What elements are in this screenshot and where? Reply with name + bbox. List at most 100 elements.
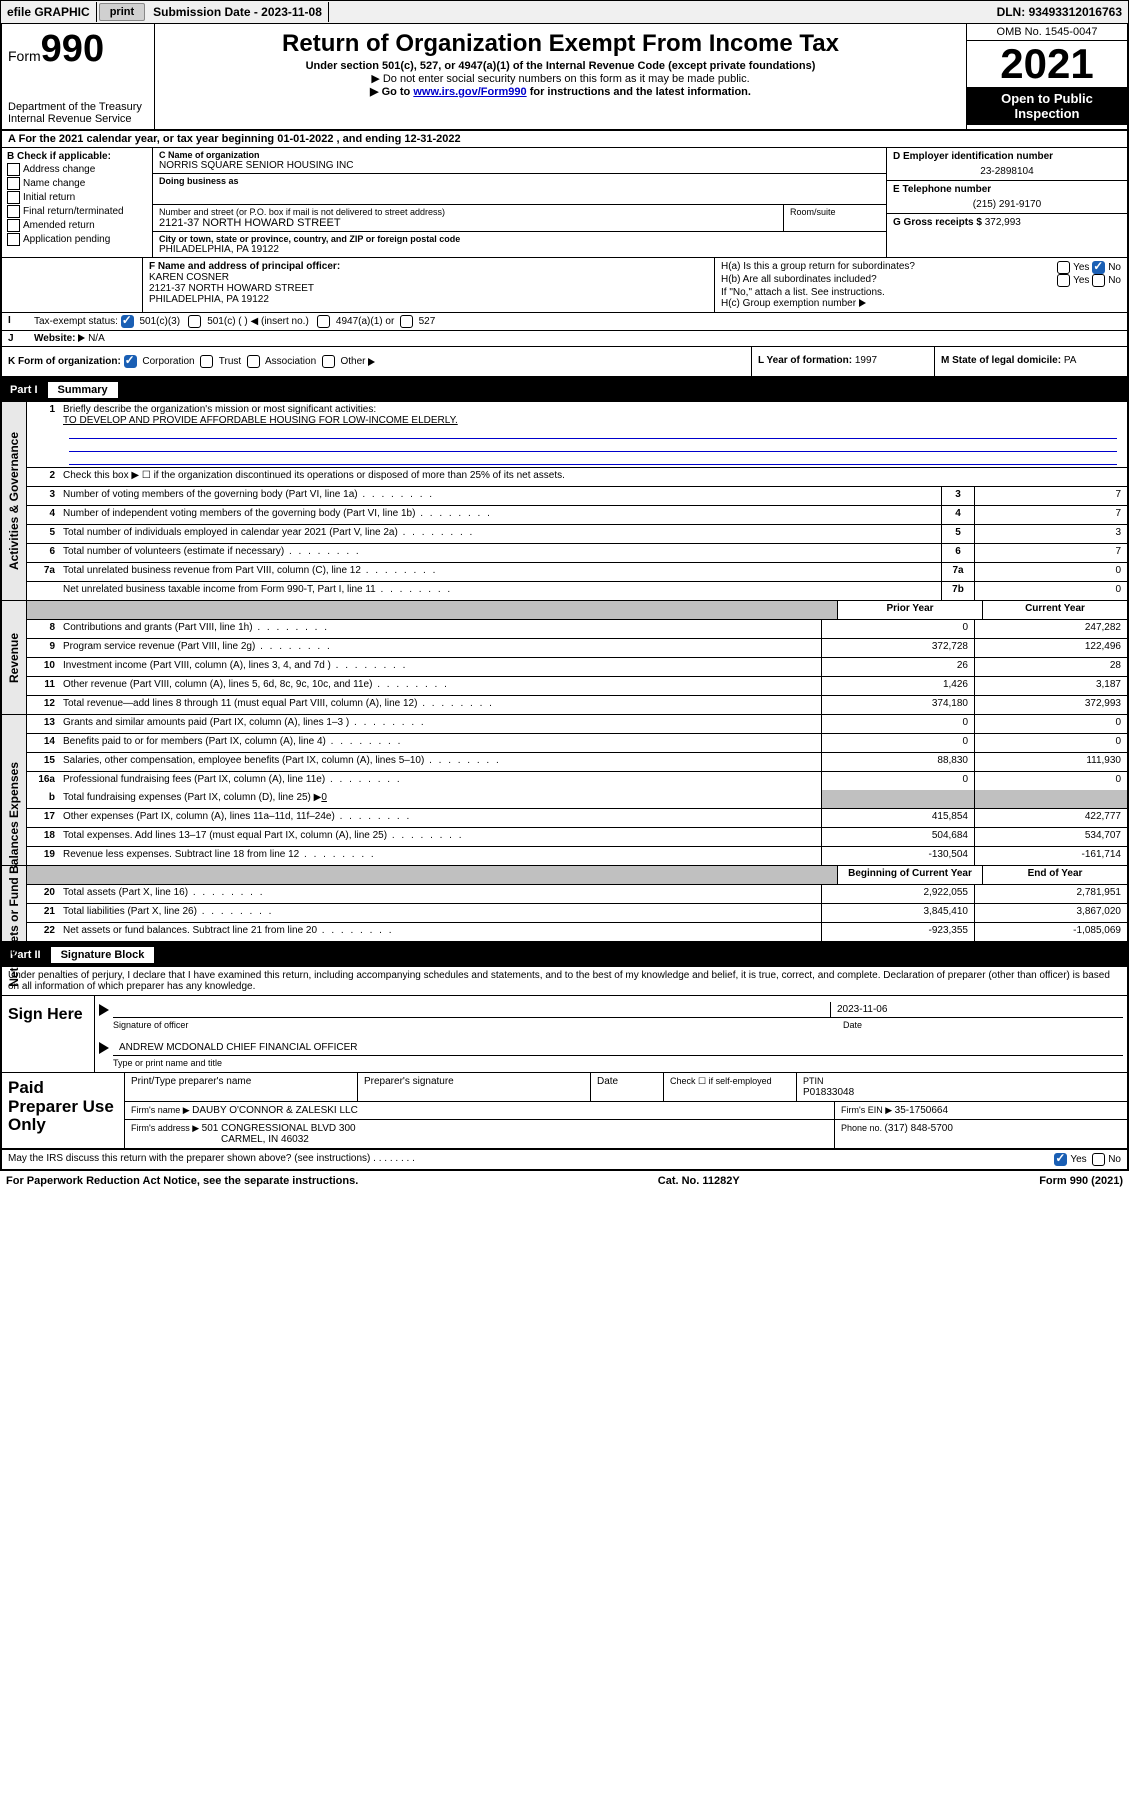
prep-h3: Date bbox=[591, 1073, 664, 1101]
irs-label: Internal Revenue Service bbox=[8, 113, 148, 125]
prior-val: 504,684 bbox=[821, 828, 974, 846]
table-row: 14Benefits paid to or for members (Part … bbox=[27, 734, 1127, 753]
ptin-value: P01833048 bbox=[803, 1087, 854, 1098]
line-3: Number of voting members of the governin… bbox=[59, 487, 941, 505]
dept-treasury: Department of the Treasury bbox=[8, 101, 148, 113]
current-val: 111,930 bbox=[974, 753, 1127, 771]
row-desc: Grants and similar amounts paid (Part IX… bbox=[59, 715, 821, 733]
omb-number: OMB No. 1545-0047 bbox=[967, 24, 1127, 41]
header-center: Return of Organization Exempt From Incom… bbox=[155, 24, 966, 129]
part-1-title: Summary bbox=[48, 382, 118, 398]
firm-addr2: CARMEL, IN 46032 bbox=[221, 1134, 309, 1145]
prior-val: -130,504 bbox=[821, 847, 974, 865]
current-val: 3,867,020 bbox=[974, 904, 1127, 922]
chk-trust[interactable] bbox=[200, 355, 213, 368]
h-a-yes[interactable] bbox=[1057, 261, 1070, 274]
ein-value: 23-2898104 bbox=[893, 162, 1121, 177]
form990-link[interactable]: www.irs.gov/Form990 bbox=[413, 86, 526, 98]
h-b-no[interactable] bbox=[1092, 274, 1105, 287]
form-subtitle: Under section 501(c), 527, or 4947(a)(1)… bbox=[159, 60, 962, 72]
top-toolbar: efile GRAPHIC print Submission Date - 20… bbox=[0, 0, 1129, 24]
prior-val: 415,854 bbox=[821, 809, 974, 827]
dln-label: DLN: bbox=[997, 5, 1029, 19]
chk-4947[interactable] bbox=[317, 315, 330, 328]
table-row: 8Contributions and grants (Part VIII, li… bbox=[27, 620, 1127, 639]
prep-h4: Check ☐ if self-employed bbox=[664, 1073, 797, 1101]
prior-year-head: Prior Year bbox=[837, 601, 982, 619]
current-val: -1,085,069 bbox=[974, 923, 1127, 941]
print-button[interactable]: print bbox=[99, 3, 145, 21]
box-h: H(a) Is this a group return for subordin… bbox=[714, 258, 1127, 312]
form-note1: ▶ Do not enter social security numbers o… bbox=[159, 72, 962, 85]
h-a-no[interactable] bbox=[1092, 261, 1105, 274]
chk-initial-return[interactable]: Initial return bbox=[7, 191, 147, 204]
current-val: 3,187 bbox=[974, 677, 1127, 695]
name-title-label: Type or print name and title bbox=[113, 1058, 1123, 1068]
form-header: Form990 Department of the Treasury Inter… bbox=[0, 24, 1129, 131]
revenue-sidelabel: Revenue bbox=[2, 601, 27, 714]
row-desc: Other revenue (Part VIII, column (A), li… bbox=[59, 677, 821, 695]
chk-501c3[interactable] bbox=[121, 315, 134, 328]
chk-corporation[interactable] bbox=[124, 355, 137, 368]
table-row: 18Total expenses. Add lines 13–17 (must … bbox=[27, 828, 1127, 847]
current-year-head: Current Year bbox=[982, 601, 1127, 619]
governance-section: Activities & Governance 1 Briefly descri… bbox=[0, 402, 1129, 601]
h-b-yes[interactable] bbox=[1057, 274, 1070, 287]
box-b-title: B Check if applicable: bbox=[7, 151, 147, 162]
street-label: Number and street (or P.O. box if mail i… bbox=[159, 207, 777, 217]
chk-amended[interactable]: Amended return bbox=[7, 219, 147, 232]
phone-value: (215) 291-9170 bbox=[893, 195, 1121, 210]
chk-name-change[interactable]: Name change bbox=[7, 177, 147, 190]
efile-label: efile GRAPHIC bbox=[1, 2, 97, 22]
firm-name: DAUBY O'CONNOR & ZALESKI LLC bbox=[192, 1105, 358, 1116]
row-desc: Total revenue—add lines 8 through 11 (mu… bbox=[59, 696, 821, 714]
chk-association[interactable] bbox=[247, 355, 260, 368]
discuss-yes[interactable] bbox=[1054, 1153, 1067, 1166]
part-1-label: Part I bbox=[10, 384, 48, 396]
end-year-head: End of Year bbox=[982, 866, 1127, 884]
penalties-text: Under penalties of perjury, I declare th… bbox=[0, 967, 1129, 995]
row-desc: Contributions and grants (Part VIII, lin… bbox=[59, 620, 821, 638]
line-4: Number of independent voting members of … bbox=[59, 506, 941, 524]
officer-street: 2121-37 NORTH HOWARD STREET bbox=[149, 283, 708, 294]
prep-h1: Print/Type preparer's name bbox=[125, 1073, 358, 1101]
ein-label: D Employer identification number bbox=[893, 151, 1121, 162]
discuss-text: May the IRS discuss this return with the… bbox=[8, 1153, 370, 1164]
arrow-icon bbox=[99, 1004, 109, 1016]
sign-here-label: Sign Here bbox=[2, 996, 95, 1072]
chk-address-change[interactable]: Address change bbox=[7, 163, 147, 176]
table-row: 12Total revenue—add lines 8 through 11 (… bbox=[27, 696, 1127, 714]
line-7b: Net unrelated business taxable income fr… bbox=[59, 582, 941, 600]
discuss-no[interactable] bbox=[1092, 1153, 1105, 1166]
firm-addr1: 501 CONGRESSIONAL BLVD 300 bbox=[202, 1123, 356, 1134]
f-h-row: F Name and address of principal officer:… bbox=[0, 258, 1129, 313]
arrow-icon bbox=[99, 1042, 109, 1054]
chk-final-return[interactable]: Final return/terminated bbox=[7, 205, 147, 218]
row-desc: Net assets or fund balances. Subtract li… bbox=[59, 923, 821, 941]
website-label: Website: bbox=[34, 333, 78, 344]
netassets-sidelabel: Net Assets or Fund Balances bbox=[2, 866, 27, 941]
org-name-label: C Name of organization bbox=[159, 150, 880, 160]
line-6-val: 7 bbox=[974, 544, 1127, 562]
line-3-val: 7 bbox=[974, 487, 1127, 505]
form-num: 990 bbox=[41, 28, 104, 70]
line-16b: Total fundraising expenses (Part IX, col… bbox=[63, 792, 321, 803]
line-5-val: 3 bbox=[974, 525, 1127, 543]
dln-cell: DLN: 93493312016763 bbox=[991, 2, 1128, 22]
part-1-header: Part I Summary bbox=[0, 378, 1129, 402]
row-desc: Other expenses (Part IX, column (A), lin… bbox=[59, 809, 821, 827]
dln-value: 93493312016763 bbox=[1029, 5, 1122, 19]
submission-label: Submission Date - bbox=[153, 5, 261, 19]
year-formation-value: 1997 bbox=[855, 355, 877, 366]
line-6: Total number of volunteers (estimate if … bbox=[59, 544, 941, 562]
current-val: 0 bbox=[974, 734, 1127, 752]
submission-date: 2023-11-08 bbox=[261, 5, 322, 19]
state-domicile-label: M State of legal domicile: bbox=[941, 355, 1064, 366]
gross-value: 372,993 bbox=[985, 217, 1021, 228]
chk-527[interactable] bbox=[400, 315, 413, 328]
form-word: Form bbox=[8, 48, 41, 64]
chk-other[interactable] bbox=[322, 355, 335, 368]
chk-application-pending[interactable]: Application pending bbox=[7, 233, 147, 246]
chk-501c[interactable] bbox=[188, 315, 201, 328]
prior-val: 374,180 bbox=[821, 696, 974, 714]
